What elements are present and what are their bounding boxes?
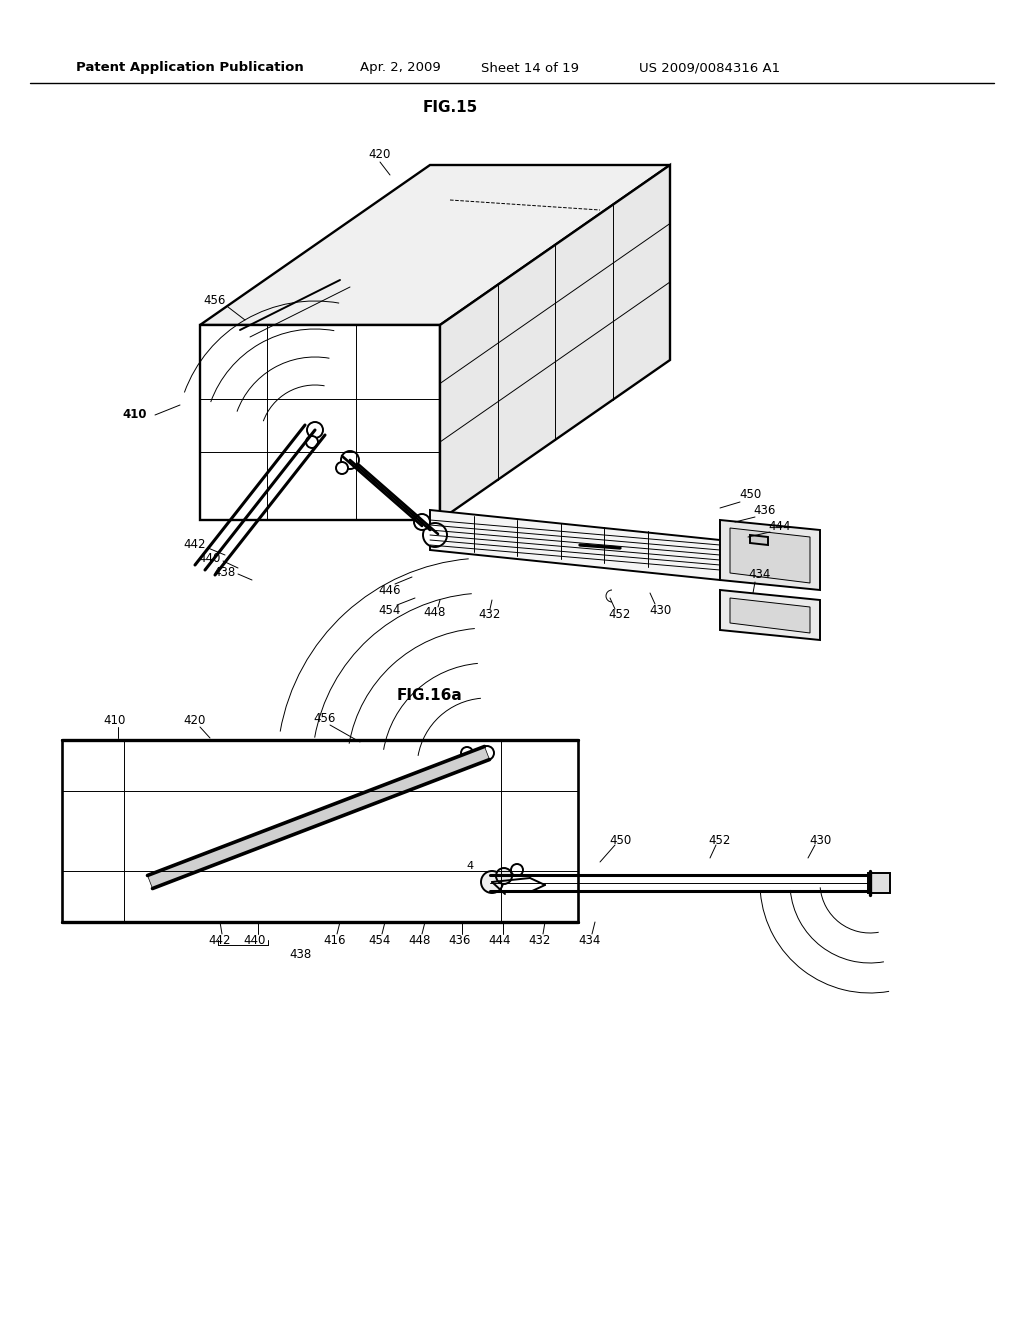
Circle shape — [481, 871, 503, 894]
Text: 442: 442 — [183, 539, 206, 552]
Text: 430: 430 — [649, 603, 671, 616]
Text: 450: 450 — [609, 833, 631, 846]
Text: 438: 438 — [289, 948, 311, 961]
Circle shape — [511, 865, 523, 876]
Text: Apr. 2, 2009: Apr. 2, 2009 — [359, 62, 440, 74]
Text: 4: 4 — [467, 861, 473, 871]
Text: 440: 440 — [244, 933, 266, 946]
Text: 450: 450 — [739, 488, 761, 502]
Text: 440: 440 — [199, 552, 221, 565]
Polygon shape — [200, 165, 670, 325]
Circle shape — [307, 422, 323, 438]
Circle shape — [306, 436, 318, 447]
Text: 456: 456 — [204, 293, 226, 306]
Circle shape — [480, 746, 494, 760]
Polygon shape — [750, 535, 768, 545]
Text: 420: 420 — [369, 149, 391, 161]
Circle shape — [423, 523, 447, 546]
Text: 410: 410 — [103, 714, 126, 726]
Polygon shape — [730, 528, 810, 583]
Text: 448: 448 — [409, 933, 431, 946]
Polygon shape — [430, 510, 720, 579]
Text: 454: 454 — [379, 603, 401, 616]
Text: 442: 442 — [209, 933, 231, 946]
Polygon shape — [440, 165, 670, 520]
Text: 444: 444 — [488, 933, 511, 946]
Text: Sheet 14 of 19: Sheet 14 of 19 — [481, 62, 579, 74]
Text: 420: 420 — [184, 714, 206, 726]
Polygon shape — [730, 598, 810, 634]
Polygon shape — [720, 590, 820, 640]
Text: 446: 446 — [379, 583, 401, 597]
Polygon shape — [868, 873, 890, 894]
Circle shape — [496, 869, 512, 884]
Text: 432: 432 — [479, 609, 501, 622]
Text: 432: 432 — [528, 933, 551, 946]
Polygon shape — [720, 520, 820, 590]
Text: FIG.15: FIG.15 — [422, 100, 477, 116]
Text: 456: 456 — [313, 711, 336, 725]
Polygon shape — [200, 325, 440, 520]
Text: 448: 448 — [424, 606, 446, 619]
Text: 452: 452 — [609, 609, 631, 622]
Polygon shape — [62, 741, 578, 921]
Text: 416: 416 — [324, 933, 346, 946]
Text: Patent Application Publication: Patent Application Publication — [76, 62, 304, 74]
Text: FIG.16a: FIG.16a — [397, 688, 463, 702]
Circle shape — [336, 462, 348, 474]
Circle shape — [461, 747, 473, 759]
Text: 436: 436 — [449, 933, 471, 946]
Text: 434: 434 — [579, 933, 601, 946]
Polygon shape — [147, 747, 489, 888]
Text: 444: 444 — [769, 520, 792, 532]
Text: 436: 436 — [754, 503, 776, 516]
Text: 452: 452 — [709, 833, 731, 846]
Text: 410: 410 — [123, 408, 147, 421]
Text: 434: 434 — [749, 569, 771, 582]
Text: US 2009/0084316 A1: US 2009/0084316 A1 — [639, 62, 780, 74]
Text: 430: 430 — [809, 833, 831, 846]
Text: 438: 438 — [214, 565, 237, 578]
Circle shape — [414, 513, 430, 531]
Circle shape — [341, 451, 359, 469]
Text: 454: 454 — [369, 933, 391, 946]
